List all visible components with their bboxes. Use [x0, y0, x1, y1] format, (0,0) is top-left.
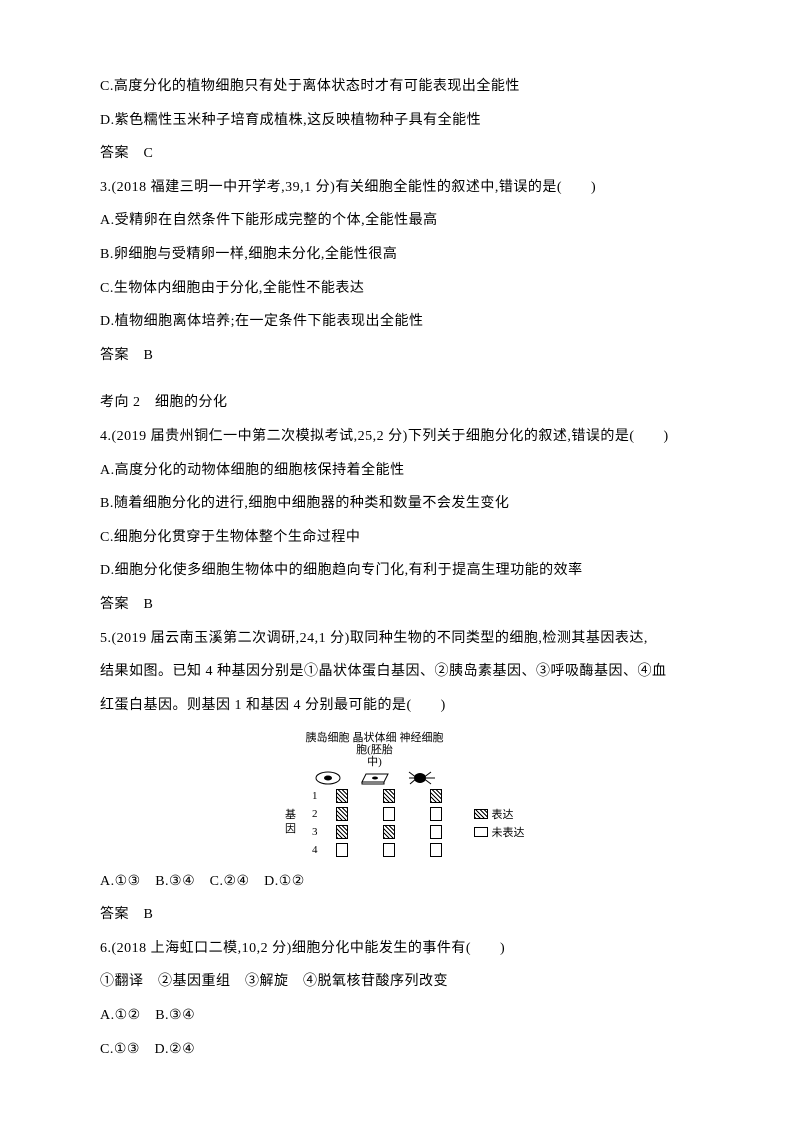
question-text: 4.(2019 届贵州铜仁一中第二次模拟考试,25,2 分)下列关于细胞分化的叙…: [100, 420, 700, 454]
cell-unexpressed: [336, 843, 348, 857]
cell-unexpressed: [383, 843, 395, 857]
row-num: 3: [288, 823, 320, 841]
option-text: C.生物体内细胞由于分化,全能性不能表达: [100, 272, 700, 306]
option-text: A.①② B.③④: [100, 999, 700, 1033]
grid-column: [320, 787, 364, 859]
question-text: 6.(2018 上海虹口二模,10,2 分)细胞分化中能发生的事件有( ): [100, 932, 700, 966]
cell-unexpressed: [383, 807, 395, 821]
option-text: C.高度分化的植物细胞只有处于离体状态时才有可能表现出全能性: [100, 70, 700, 104]
row-num: 1: [288, 787, 320, 805]
answer-text: 答案 C: [100, 137, 700, 171]
pancreatic-cell-icon: [306, 770, 350, 786]
figure-legend: 表达 未表达: [474, 804, 525, 842]
topic-heading: 考向 2 细胞的分化: [100, 386, 700, 420]
figure-inner: 胰岛细胞 晶状体细 胞(胚胎中) 神经细胞 基 因: [276, 732, 525, 858]
row-number-col: 1 2 3 4: [288, 787, 320, 859]
grid-column: [364, 787, 414, 859]
option-text: B.卵细胞与受精卵一样,细胞未分化,全能性很高: [100, 238, 700, 272]
col-label: 胰岛细胞: [306, 732, 350, 768]
row-num: 2: [288, 805, 320, 823]
neuron-cell-icon: [400, 769, 444, 787]
option-text: A.受精卵在自然条件下能形成完整的个体,全能性最高: [100, 204, 700, 238]
answer-text: 答案 B: [100, 898, 700, 932]
option-text: D.紫色糯性玉米种子培育成植株,这反映植物种子具有全能性: [100, 104, 700, 138]
cell-unexpressed: [430, 825, 442, 839]
cell-expressed: [383, 825, 395, 839]
option-text: D.植物细胞离体培养;在一定条件下能表现出全能性: [100, 305, 700, 339]
option-text: C.细胞分化贯穿于生物体整个生命过程中: [100, 521, 700, 555]
answer-text: 答案 B: [100, 339, 700, 373]
option-text: C.①③ D.②④: [100, 1033, 700, 1067]
cell-expressed: [336, 807, 348, 821]
gene-expression-figure: 胰岛细胞 晶状体细 胞(胚胎中) 神经细胞 基 因: [100, 732, 700, 858]
question-text: 红蛋白基因。则基因 1 和基因 4 分别最可能的是( ): [100, 689, 700, 723]
cell-expressed: [336, 825, 348, 839]
legend-swatch-unexpressed: [474, 827, 488, 837]
option-text: D.细胞分化使多细胞生物体中的细胞趋向专门化,有利于提高生理功能的效率: [100, 554, 700, 588]
legend-swatch-expressed: [474, 809, 488, 819]
row-num: 4: [288, 841, 320, 859]
col-label: 神经细胞: [400, 732, 444, 768]
lens-cell-icon: [350, 770, 400, 786]
cell-unexpressed: [430, 807, 442, 821]
legend-label: 未表达: [492, 824, 525, 840]
figure-cell-icons: [306, 769, 525, 787]
question-text: 3.(2018 福建三明一中开学考,39,1 分)有关细胞全能性的叙述中,错误的…: [100, 171, 700, 205]
grid-column: [414, 787, 458, 859]
option-text: B.随着细胞分化的进行,细胞中细胞器的种类和数量不会发生变化: [100, 487, 700, 521]
question-text: 结果如图。已知 4 种基因分别是①晶状体蛋白基因、②胰岛素基因、③呼吸酶基因、④…: [100, 655, 700, 689]
legend-expressed: 表达: [474, 806, 525, 822]
answer-text: 答案 B: [100, 588, 700, 622]
cell-expressed: [383, 789, 395, 803]
exam-page: C.高度分化的植物细胞只有处于离体状态时才有可能表现出全能性 D.紫色糯性玉米种…: [0, 0, 800, 1126]
figure-body: 基 因 1 2 3 4 表达: [276, 787, 525, 859]
option-text: A.高度分化的动物体细胞的细胞核保持着全能性: [100, 454, 700, 488]
cell-expressed: [336, 789, 348, 803]
col-label: 晶状体细 胞(胚胎中): [350, 732, 400, 768]
spacer: [100, 372, 700, 386]
cell-unexpressed: [430, 843, 442, 857]
expression-grid: [320, 787, 458, 859]
legend-unexpressed: 未表达: [474, 824, 525, 840]
question-items: ①翻译 ②基因重组 ③解旋 ④脱氧核苷酸序列改变: [100, 965, 700, 999]
question-text: 5.(2019 届云南玉溪第二次调研,24,1 分)取同种生物的不同类型的细胞,…: [100, 622, 700, 656]
cell-expressed: [430, 789, 442, 803]
option-text: A.①③ B.③④ C.②④ D.①②: [100, 865, 700, 899]
figure-column-labels: 胰岛细胞 晶状体细 胞(胚胎中) 神经细胞: [306, 732, 525, 768]
legend-label: 表达: [492, 806, 514, 822]
